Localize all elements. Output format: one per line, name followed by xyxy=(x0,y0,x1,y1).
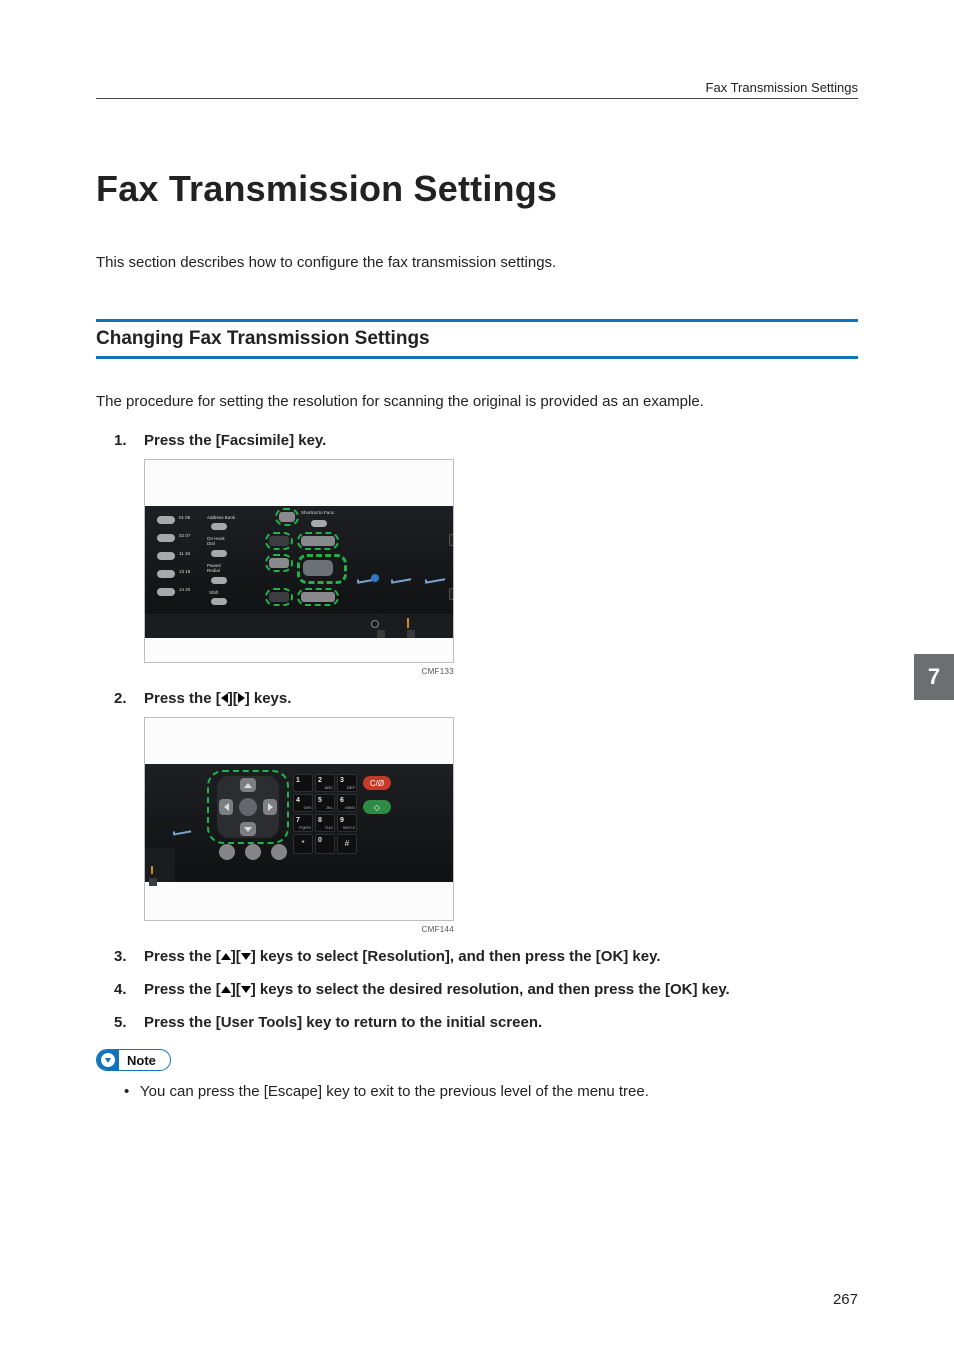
section-heading-bar: Changing Fax Transmission Settings xyxy=(96,319,858,359)
note-down-arrow-icon xyxy=(97,1049,119,1071)
step-text: Press the [Facsimile] key. xyxy=(144,432,326,449)
section-description: The procedure for setting the resolution… xyxy=(96,393,858,410)
up-arrow-icon xyxy=(221,986,231,993)
figure-cmf133: 01 05 02 07 11 18 13 19 14 20 Address Bo… xyxy=(144,459,858,676)
figure-cmf144: 12ABC3DEF4GHI5JKL6MNO7PQRS8TUV9WXYZ*0# C… xyxy=(144,717,858,934)
step-number: 5. xyxy=(114,1014,127,1031)
step-number: 1. xyxy=(114,432,127,449)
steps-list-2: 2. Press the [ ][ ] keys. xyxy=(114,690,858,707)
step-number: 3. xyxy=(114,948,127,965)
running-header-text: Fax Transmission Settings xyxy=(96,80,858,98)
section-heading: Changing Fax Transmission Settings xyxy=(96,328,858,350)
running-header: Fax Transmission Settings xyxy=(96,80,858,99)
note-list: You can press the [Escape] key to exit t… xyxy=(124,1083,858,1100)
figure-cmf144-image: 12ABC3DEF4GHI5JKL6MNO7PQRS8TUV9WXYZ*0# C… xyxy=(144,717,454,921)
figure-caption: CMF133 xyxy=(144,667,454,676)
start-button: ◇ xyxy=(363,800,391,814)
chapter-tab: 7 xyxy=(914,654,954,700)
step-3: 3. Press the [][] keys to select [Resolu… xyxy=(114,948,858,965)
step-text-mid: ][ xyxy=(228,690,238,707)
step-text-pre: Press the [ xyxy=(144,690,221,707)
right-arrow-icon xyxy=(238,693,245,703)
page-title: Fax Transmission Settings xyxy=(96,168,858,210)
header-rule xyxy=(96,98,858,99)
down-arrow-icon xyxy=(241,986,251,993)
note-label: Note xyxy=(119,1053,170,1068)
steps-list-3: 3. Press the [][] keys to select [Resolu… xyxy=(114,948,858,1031)
clear-button: C/Ø xyxy=(363,776,391,790)
figure-cmf133-image: 01 05 02 07 11 18 13 19 14 20 Address Bo… xyxy=(144,459,454,663)
intro-paragraph: This section describes how to configure … xyxy=(96,254,858,271)
note-item: You can press the [Escape] key to exit t… xyxy=(124,1083,858,1100)
note-block: Note xyxy=(96,1049,858,1071)
page-number: 267 xyxy=(833,1291,858,1308)
note-badge: Note xyxy=(96,1049,171,1071)
up-arrow-icon xyxy=(221,953,231,960)
step-4: 4. Press the [][] keys to select the des… xyxy=(114,981,858,998)
step-1: 1. Press the [Facsimile] key. xyxy=(114,432,858,449)
steps-list: 1. Press the [Facsimile] key. xyxy=(114,432,858,449)
left-arrow-icon xyxy=(221,693,228,703)
step-5: 5. Press the [User Tools] key to return … xyxy=(114,1014,858,1031)
figure-caption: CMF144 xyxy=(144,925,454,934)
down-arrow-icon xyxy=(241,953,251,960)
step-text-post: ] keys. xyxy=(245,690,292,707)
step-2: 2. Press the [ ][ ] keys. xyxy=(114,690,858,707)
step-number: 2. xyxy=(114,690,127,707)
step-number: 4. xyxy=(114,981,127,998)
step-text: Press the [User Tools] key to return to … xyxy=(144,1014,542,1031)
